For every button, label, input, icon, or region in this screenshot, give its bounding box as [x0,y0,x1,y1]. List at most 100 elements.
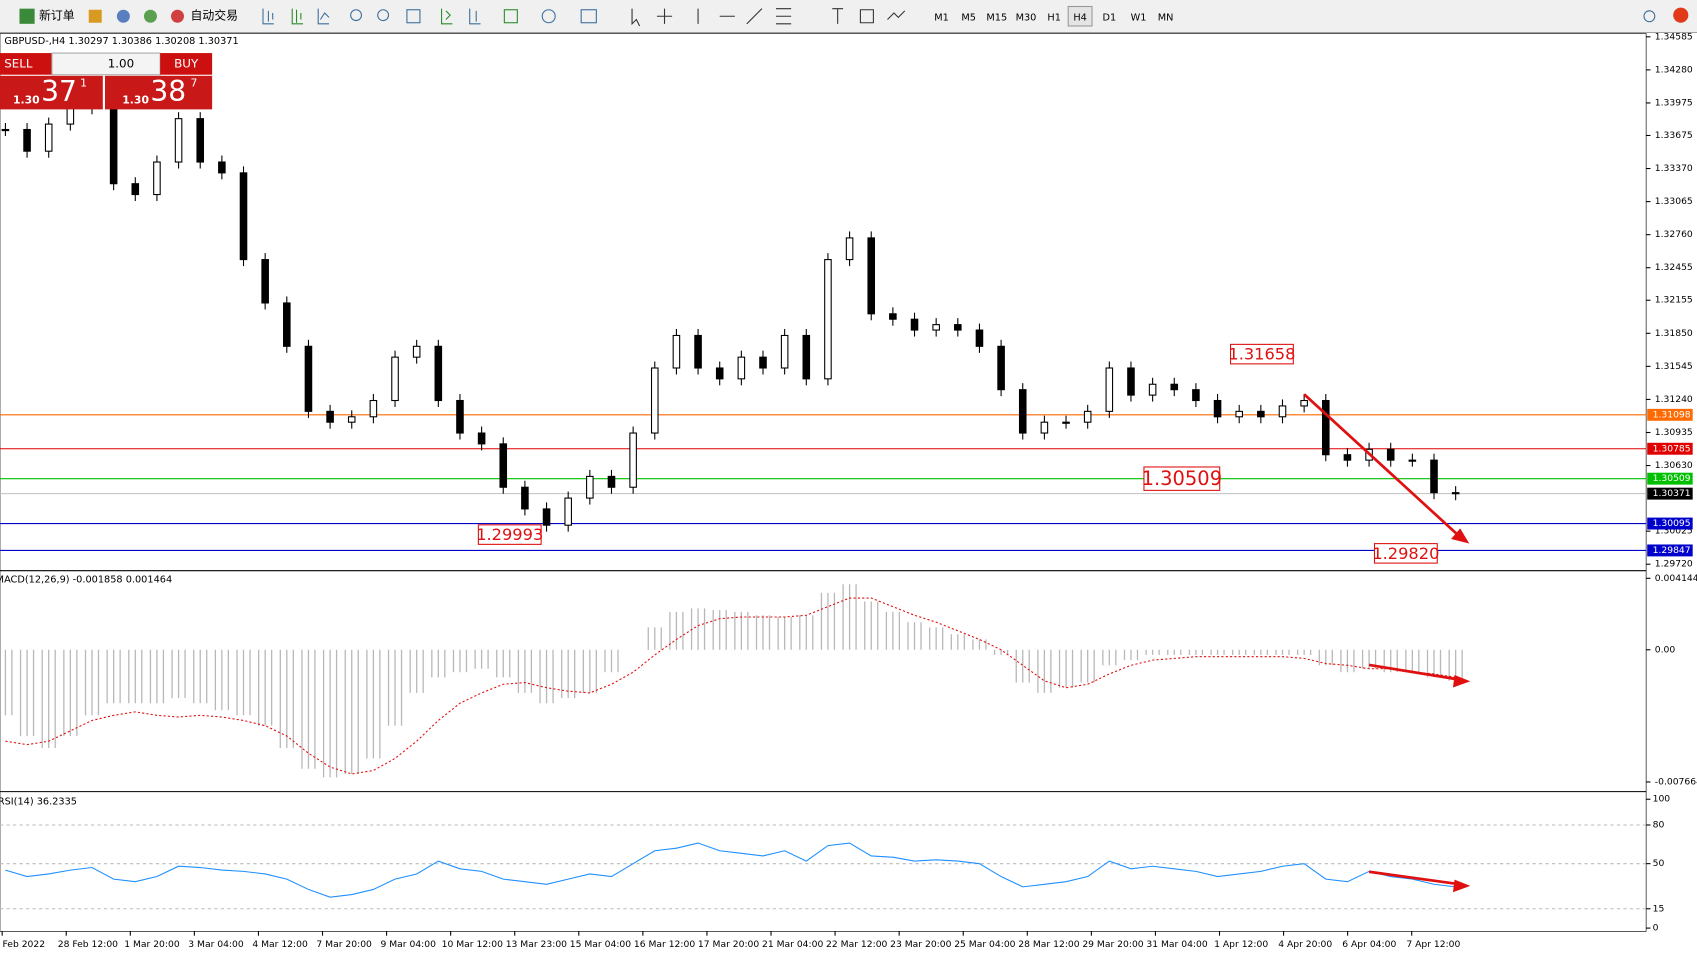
time-label: 23 Mar 20:00 [890,939,951,950]
candle [932,324,940,331]
new-order[interactable]: 新订单 [39,9,75,23]
lot-input[interactable] [51,52,161,76]
time-label: 13 Mar 23:00 [506,939,567,950]
candle [196,118,205,163]
candle [1321,399,1330,456]
buy-button[interactable] [160,53,213,75]
time-label: 28 Mar 12:00 [1018,939,1079,950]
icon[interactable] [143,9,157,23]
arrow-head [1451,528,1470,544]
rsi-label: RSI(14) 36.2335 [0,796,77,807]
price-tick-label: 1.31850 [1655,328,1693,339]
candle [1127,367,1135,396]
price-annotation: 1.29993 [476,525,543,544]
icon[interactable] [262,8,274,25]
candle [1451,492,1460,495]
candle [174,118,183,163]
icon[interactable] [469,8,481,25]
arrow [1303,393,1458,535]
search-icon[interactable] [1643,10,1656,23]
timeframe[interactable]: M30 [1016,12,1037,23]
icon[interactable] [503,9,518,24]
price-annotation: 1.30509 [1142,467,1222,490]
lot-value[interactable]: 1.00 [108,56,134,70]
icon[interactable] [631,8,906,27]
time-label: 10 Mar 12:00 [442,939,503,950]
icon[interactable] [441,8,453,25]
timeframe[interactable]: M1 [934,12,949,23]
auto-trading[interactable]: 自动交易 [190,9,238,23]
candle [1257,410,1265,418]
ask-box[interactable] [104,75,213,110]
arrow [1368,663,1456,681]
macd-signal [5,597,1456,775]
time-label: 31 Mar 04:00 [1146,939,1207,950]
time-label: 9 Mar 04:00 [380,939,436,950]
bid-big: 1.30 [13,94,40,107]
candle [499,443,508,488]
candle [1430,459,1438,494]
icon[interactable] [291,8,304,25]
timeframes: M1 M5 M15 M30 H1 H4 D1 W1 MN [934,5,1174,27]
icon[interactable] [377,9,390,22]
sell-button[interactable] [0,53,52,75]
new-order-icon[interactable] [19,8,35,24]
candle [542,508,551,526]
time-label: 4 Apr 20:00 [1278,939,1332,950]
icon[interactable] [88,9,102,23]
candle [629,432,637,488]
rsi-tick-label: 80 [1653,819,1665,830]
macd-tick-label: 0.00 [1655,644,1676,655]
timeframe[interactable]: D1 [1102,12,1116,23]
rsi-tick-label: 50 [1653,858,1665,869]
price-line-label: 1.29847 [1653,545,1691,556]
auto-trading-icon[interactable] [170,9,184,23]
candle [369,399,378,418]
candle [824,259,832,380]
candle [975,329,984,347]
timeframe[interactable]: H1 [1047,12,1061,23]
icon[interactable] [541,9,556,24]
price-annotation: 1.31658 [1228,345,1295,364]
price-tick-label: 1.30025 [1655,526,1693,537]
buy-label[interactable]: BUY [174,56,199,70]
icon[interactable] [406,9,421,24]
timeframe[interactable]: MN [1158,12,1174,23]
timeframe[interactable]: W1 [1131,12,1147,23]
arrow-head [1452,879,1471,893]
icon[interactable] [116,9,130,23]
price-tick-label: 1.33675 [1655,130,1693,141]
trend-arrows [1303,393,1471,893]
candle [391,356,399,402]
bid-box[interactable] [0,75,103,110]
price-line-tag [1647,544,1693,557]
icon[interactable] [350,9,363,22]
candle [326,410,334,423]
timeframe[interactable]: M15 [986,12,1007,23]
candle [347,416,356,423]
timeframe[interactable]: H4 [1073,12,1087,23]
price-tick-label: 1.32155 [1655,295,1693,306]
candle [1018,389,1027,434]
candle [1083,410,1092,423]
price-tick-label: 1.34585 [1655,31,1693,42]
candle [759,356,767,369]
icon[interactable] [580,9,597,24]
price-tick-label: 1.30935 [1655,427,1693,438]
rsi-tick-label: 15 [1653,903,1665,914]
macd-tick-label: -0.007664 [1655,776,1697,787]
price-annotation-box [1230,343,1294,365]
time-label: 1 Mar 20:00 [124,939,180,950]
notification[interactable] [1673,7,1689,23]
icon[interactable] [317,8,330,25]
candle [672,334,681,369]
price-annotation-box [1143,466,1221,491]
price-annotation: 1.29820 [1372,544,1439,563]
candle [23,128,31,152]
candle [954,324,962,331]
candle [802,334,811,380]
timeframe[interactable]: M5 [961,12,976,23]
candle [1148,383,1157,396]
sell-label[interactable]: SELL [4,56,33,70]
